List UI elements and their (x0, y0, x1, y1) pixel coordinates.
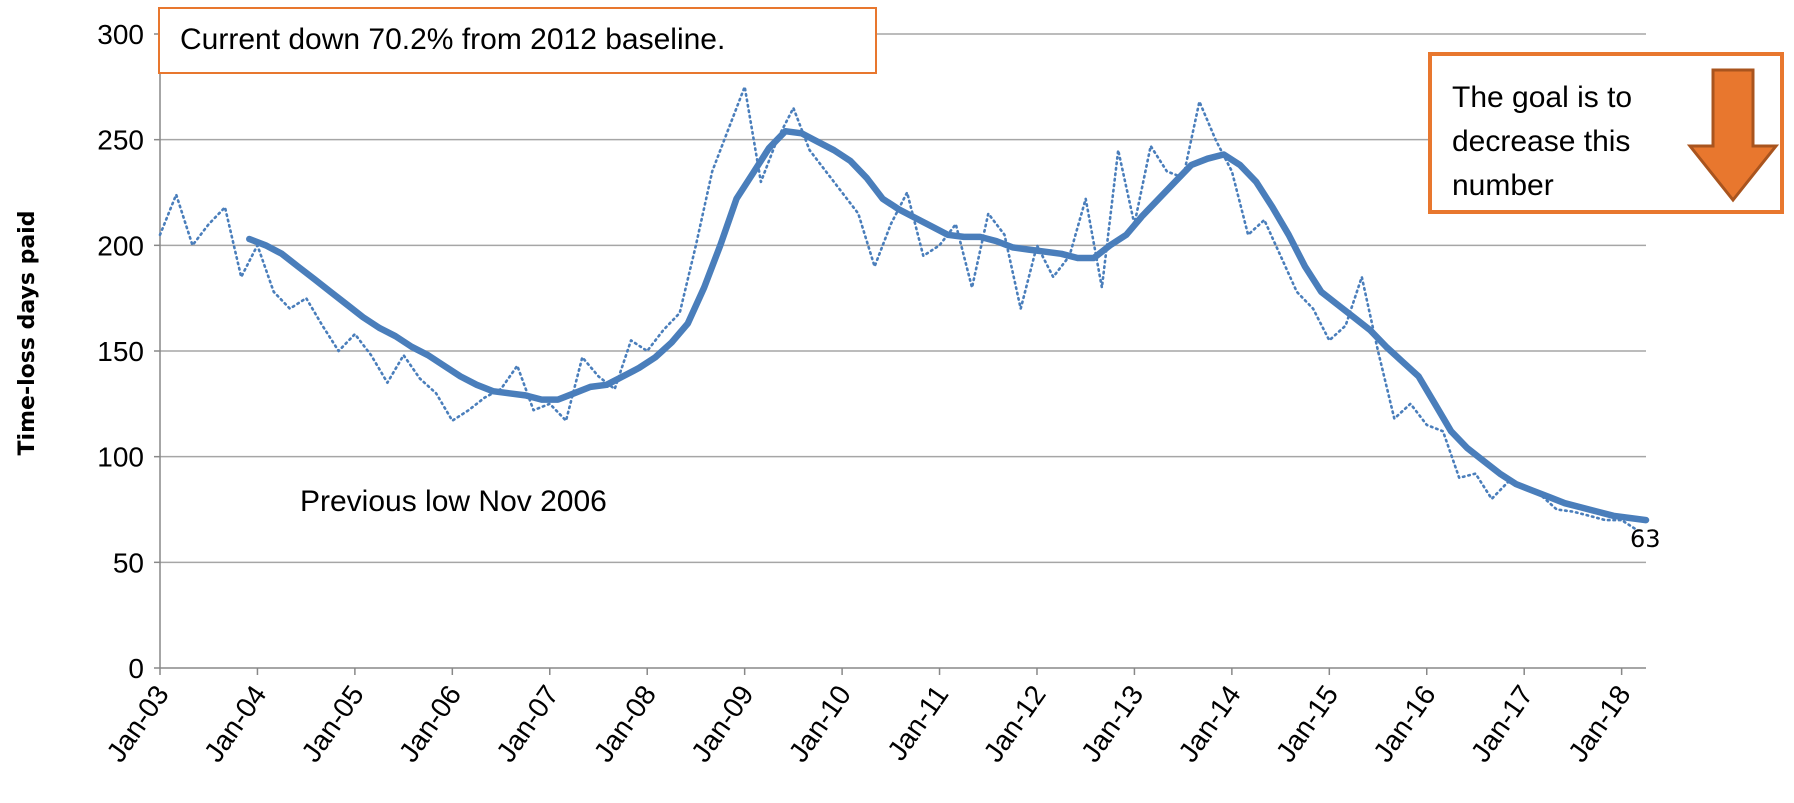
previous-low-annotation: Previous low Nov 2006 (300, 485, 607, 518)
series-lines (158, 85, 1650, 532)
x-tick-label: Jan-08 (588, 680, 663, 768)
y-tick-label: 0 (128, 653, 144, 684)
x-tick-label: Jan-11 (881, 680, 954, 766)
y-tick-label: 50 (113, 547, 144, 578)
end-value-label: 63 (1630, 525, 1661, 553)
x-tick-label: Jan-09 (685, 680, 760, 768)
x-tick-label: Jan-06 (393, 680, 468, 768)
y-tick-label: 100 (97, 442, 144, 473)
y-tick-labels: 0 50 100 150 200 250 300 (97, 19, 160, 684)
x-tick-label: Jan-13 (1075, 680, 1150, 768)
y-tick-label: 250 (97, 125, 144, 156)
goal-callout-text: The goal is to decrease this number (1452, 81, 1633, 202)
x-tick-label: Jan-16 (1367, 680, 1442, 768)
goal-callout: The goal is to decrease this number (1428, 52, 1784, 214)
x-tick-label: Jan-04 (198, 680, 273, 768)
x-tick-label: Jan-18 (1562, 680, 1637, 768)
y-tick-label: 300 (97, 19, 144, 50)
baseline-callout-text: Current down 70.2% from 2012 baseline. (180, 23, 726, 56)
x-tick-label: Jan-10 (783, 680, 858, 768)
x-tick-label: Jan-17 (1465, 680, 1540, 768)
x-tick-label: Jan-15 (1270, 680, 1345, 768)
x-tick-label: Jan-14 (1172, 680, 1247, 768)
baseline-callout: Current down 70.2% from 2012 baseline. (158, 7, 877, 74)
x-tick-labels: Jan-03 Jan-04 Jan-05 Jan-06 Jan-07 Jan-08 Jan-… (100, 668, 1637, 768)
down-arrow-icon (1686, 68, 1780, 203)
grid-lines (160, 33, 1646, 564)
x-tick-label: Jan-12 (977, 680, 1052, 768)
x-tick-label: Jan-07 (490, 680, 565, 768)
y-tick-label: 200 (97, 230, 144, 261)
x-tick-label: Jan-05 (295, 680, 370, 768)
y-axis-label: Time-loss days paid (15, 211, 40, 456)
x-tick-label: Jan-03 (100, 680, 175, 768)
monthly-series-line (158, 85, 1640, 532)
rolling-average-series-line (246, 127, 1650, 524)
y-tick-label: 150 (97, 336, 144, 367)
